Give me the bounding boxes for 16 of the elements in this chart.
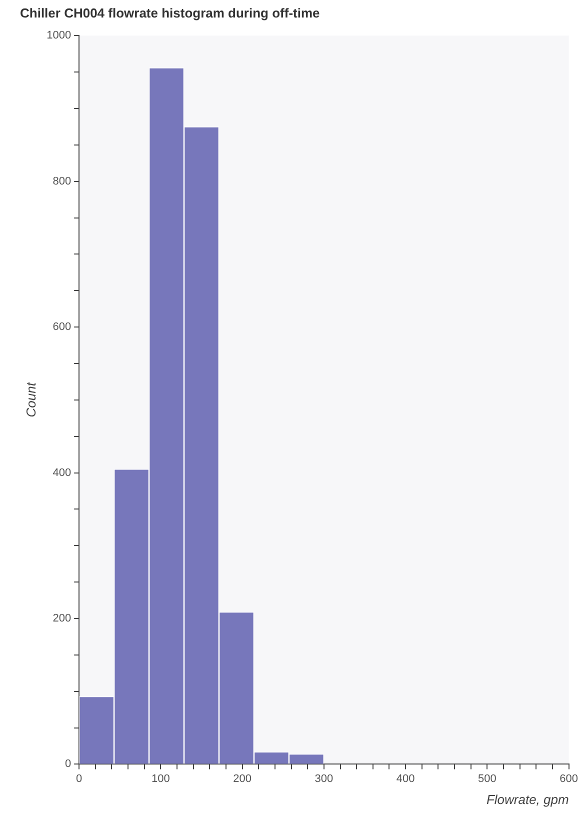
x-tick-label: 400 <box>396 772 415 785</box>
y-tick-label: 0 <box>64 758 72 770</box>
y-tick-label: 400 <box>52 466 72 479</box>
x-tick-label: 500 <box>478 772 496 785</box>
x-axis-title: Flowrate, gpm <box>486 792 569 807</box>
x-tick-label: 600 <box>560 772 578 785</box>
x-tick-label: 0 <box>76 772 82 785</box>
y-tick-label: 1000 <box>46 30 72 42</box>
y-tick-label: 600 <box>52 321 72 334</box>
x-tick-label: 300 <box>314 772 334 785</box>
x-tick-label: 200 <box>233 772 252 785</box>
y-axis-title: Count <box>23 381 38 418</box>
y-tick-label: 800 <box>52 175 72 188</box>
y-tick-label: 200 <box>52 612 72 625</box>
chart-title: Chiller CH004 flowrate histogram during off-time <box>20 5 320 20</box>
x-tick-label: 100 <box>152 772 170 785</box>
